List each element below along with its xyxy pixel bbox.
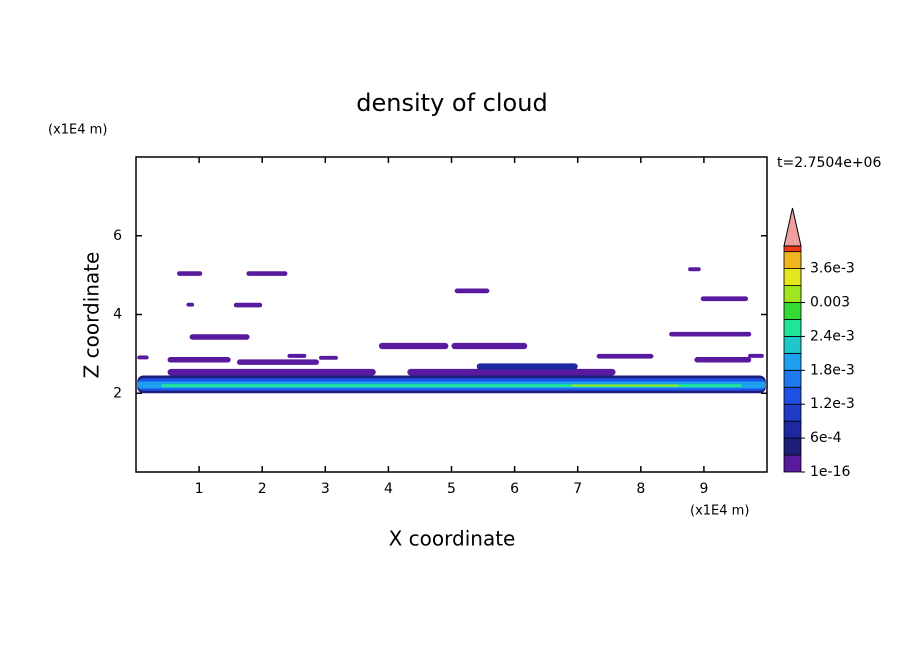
contour-patch [694,357,752,363]
colorbar-extend [783,207,802,247]
contour-patch [596,353,654,359]
y-tick-label: 4 [113,307,122,323]
colorbar-box [783,302,802,320]
x-tick-label: 2 [258,481,267,497]
contour-patch [571,384,679,387]
colorbar-box [783,420,802,439]
y-tick-label: 2 [113,385,122,401]
colorbar-box [783,369,802,388]
plot-frame [135,156,768,473]
contour-patch [476,363,578,370]
colorbar-tick-label: 2.4e-3 [810,328,855,344]
contour-patch [186,302,195,307]
x-tick-label: 1 [195,481,204,497]
colorbar-box [783,251,802,269]
contour-patch [688,267,701,272]
y-tick-label: 6 [113,228,122,244]
y-unit: (x1E4 m) [48,123,107,138]
contour-patch [378,342,449,350]
x-tick-label: 7 [573,481,582,497]
x-tick-label: 8 [636,481,645,497]
contour-patch [233,302,263,308]
contour-patch [167,357,231,363]
x-tick-label: 5 [447,481,456,497]
time-label: t=2.7504e+06 [777,155,881,171]
contour-patch [454,288,490,294]
x-axis-label: X coordinate [389,527,516,551]
x-tick-label: 6 [510,481,519,497]
contour-patch [236,359,319,365]
contour-patch [318,355,338,360]
colorbar-box [783,268,802,286]
contour-patch [748,353,764,358]
y-axis-label: Z coordinate [80,252,104,379]
x-tick-label: 9 [699,481,708,497]
colorbar-box [783,386,802,405]
colorbar-box [783,335,802,354]
x-tick-label: 3 [321,481,330,497]
colorbar-box [783,352,802,371]
contour-patch [407,368,616,376]
colorbar-box [783,245,802,253]
contour-patch [287,353,307,358]
colorbar-box [783,285,802,303]
contour-patch [700,296,749,302]
x-unit: (x1E4 m) [690,504,749,519]
colorbar-tick-label: 1e-16 [810,464,850,480]
colorbar-box [783,437,802,456]
contour-patch [669,331,752,337]
colorbar-box [783,403,802,422]
colorbar-box [783,454,802,473]
colorbar-tick-label: 3.6e-3 [810,261,855,277]
x-tick-label: 4 [384,481,393,497]
contour-patch [189,334,250,340]
colorbar-tick-label: 0.003 [810,295,850,311]
chart-title: density of cloud [356,89,547,117]
colorbar-tick-label: 1.2e-3 [810,396,855,412]
colorbar-tick-label: 1.8e-3 [810,362,855,378]
contour-patch [246,271,288,276]
contour-patch [167,368,376,376]
contour-patch [451,342,528,350]
colorbar-tick-label: 6e-4 [810,430,842,446]
contour-patch [177,271,203,276]
contour-patch [137,355,149,360]
colorbar-box [783,319,802,337]
